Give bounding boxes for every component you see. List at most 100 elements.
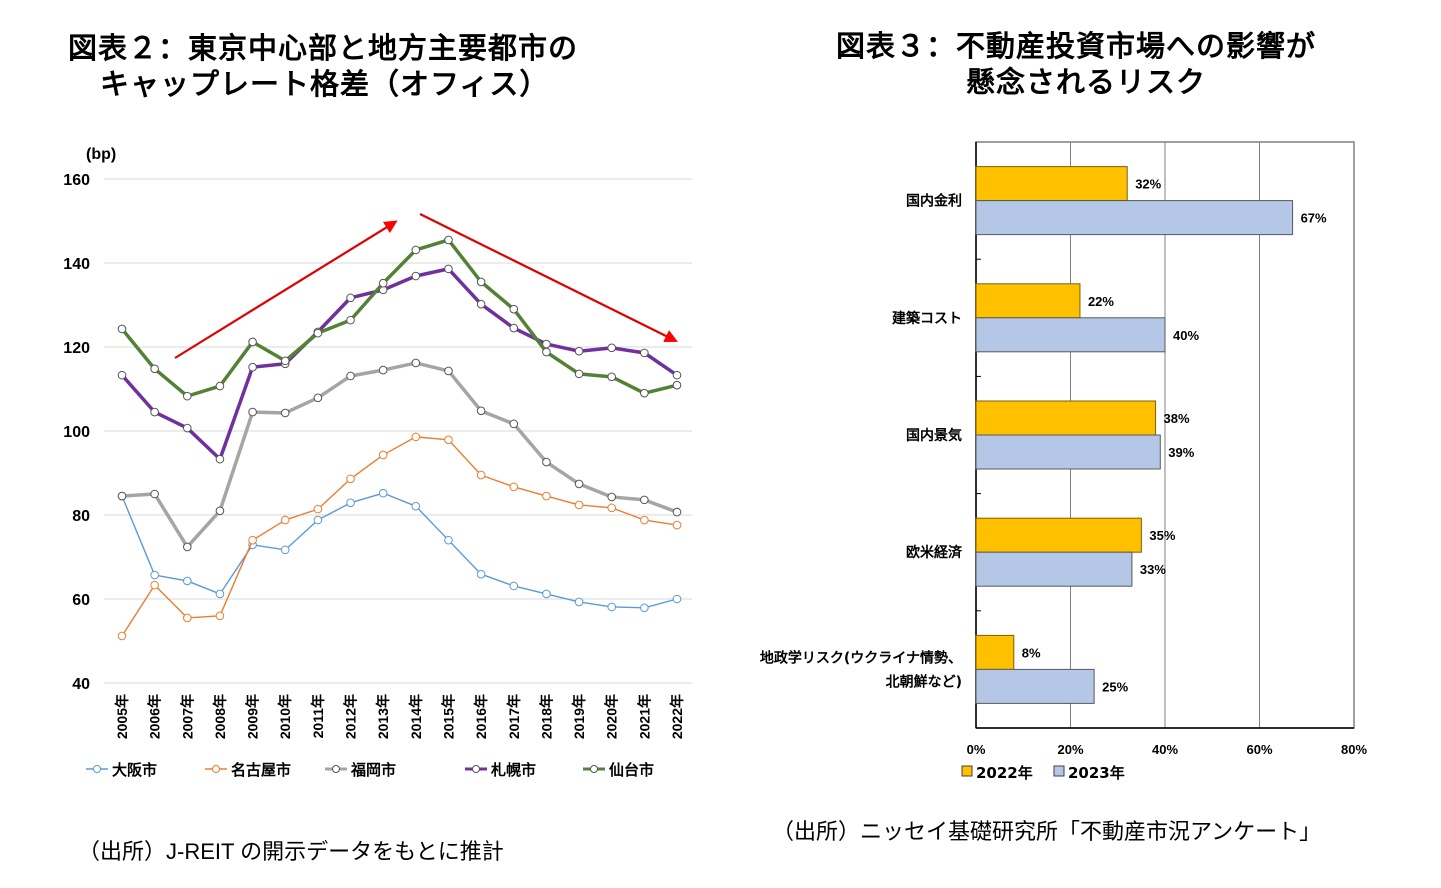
data-point: [182, 423, 192, 433]
data-point: [150, 407, 159, 417]
data-point: [411, 245, 421, 255]
data-point: [182, 576, 192, 586]
x-tick-label: 0%: [967, 742, 986, 757]
data-point: [672, 370, 682, 380]
legend-marker: [93, 765, 101, 773]
data-point: [640, 495, 649, 505]
series-line-仙台市: [120, 238, 678, 398]
legend-marker: [332, 765, 340, 773]
down-trend-arrow: [419, 213, 678, 342]
y-tick-label: 120: [63, 340, 90, 357]
legend-swatch: [961, 765, 973, 777]
data-point: [607, 492, 617, 502]
data-point: [640, 603, 649, 613]
data-point: [117, 491, 127, 501]
right-chart-title-line1: 図表３：不動産投資市場への影響が: [836, 29, 1317, 63]
bar-value-label: 38%: [1164, 411, 1190, 426]
bar-chart: 0% 20% 40% 60% 80% 32% 67% 国内金利 22% 40% 建築コスト 38% 39…: [760, 141, 1367, 782]
data-point: [182, 391, 192, 401]
legend-label: 福岡市: [350, 761, 396, 779]
data-point: [542, 589, 551, 599]
data-point: [444, 435, 453, 445]
x-tick-label: 2005年: [114, 694, 130, 739]
data-point: [378, 278, 388, 288]
legend-label: 2023年: [1068, 764, 1125, 782]
data-point: [607, 602, 617, 612]
data-point: [476, 277, 486, 287]
left-chart-source: （出所）J-REIT の開示データをもとに推計: [78, 839, 504, 864]
data-point: [248, 362, 257, 372]
bar-2023年: [975, 434, 1161, 470]
data-point: [672, 594, 682, 604]
legend-label: 名古屋市: [231, 761, 291, 779]
x-tick-label: 80%: [1341, 742, 1367, 757]
y-tick-label: 160: [63, 172, 90, 189]
x-tick-label: 2016年: [473, 694, 489, 739]
data-point: [607, 372, 617, 382]
data-point: [378, 365, 388, 375]
legend-label: 大阪市: [112, 761, 157, 779]
x-tick-label: 60%: [1246, 742, 1272, 757]
data-point: [672, 520, 682, 530]
data-point: [476, 299, 486, 309]
data-point: [411, 432, 421, 442]
bar-value-label: 32%: [1135, 177, 1161, 192]
x-tick-label: 2011年: [310, 694, 326, 738]
left-chart-title-line1: 図表２：東京中心部と地方主要都市の: [68, 31, 579, 65]
up-trend-arrow: [174, 220, 398, 359]
data-point: [117, 324, 127, 334]
data-point: [444, 235, 453, 245]
y-tick-label: 60: [72, 592, 90, 609]
x-tick-label: 2009年: [245, 694, 261, 739]
data-point: [378, 450, 388, 460]
data-point: [346, 498, 355, 508]
bar-value-label: 39%: [1168, 445, 1194, 460]
x-tick-label: 2017年: [506, 694, 522, 739]
bar-2022年: [975, 400, 1157, 436]
bar-2023年: [975, 551, 1133, 587]
x-tick-label: 2020年: [604, 694, 620, 739]
data-point: [476, 406, 486, 416]
data-point: [117, 370, 127, 380]
data-point: [672, 507, 682, 517]
legend-label: 仙台市: [609, 761, 654, 779]
data-point: [248, 407, 257, 417]
legend-label: 2022年: [976, 764, 1033, 782]
y-tick-label: 40: [72, 676, 90, 693]
category-label: 国内景気: [906, 427, 962, 444]
bar-value-label: 22%: [1088, 294, 1114, 309]
legend-marker: [472, 765, 480, 773]
x-tick-label: 20%: [1057, 742, 1083, 757]
bar-2022年: [975, 634, 1015, 670]
data-point: [313, 328, 323, 338]
data-point: [411, 358, 421, 368]
data-point: [150, 570, 159, 580]
category-label: 国内金利: [906, 193, 962, 210]
data-point: [346, 315, 355, 325]
x-tick-label: 2006年: [147, 694, 163, 739]
bar-2023年: [975, 200, 1294, 236]
bar-value-label: 67%: [1301, 211, 1327, 226]
data-point: [346, 474, 355, 484]
data-point: [444, 264, 453, 274]
x-tick-label: 2014年: [408, 694, 424, 739]
legend-marker: [590, 765, 598, 773]
right-chart-source: （出所）ニッセイ基礎研究所「不動産市況アンケート」: [772, 819, 1322, 844]
data-point: [574, 346, 584, 356]
data-point: [411, 501, 421, 511]
data-point: [346, 293, 355, 303]
series-line-大阪市: [121, 492, 678, 609]
x-tick-label: 2007年: [179, 694, 195, 739]
bar-2022年: [975, 283, 1081, 319]
data-point: [248, 535, 257, 545]
category-label: 建築コスト: [892, 310, 962, 327]
x-tick-label: 2015年: [440, 694, 456, 739]
data-point: [150, 364, 159, 374]
data-point: [509, 482, 519, 492]
data-point: [313, 504, 323, 514]
data-point: [607, 503, 617, 513]
bar-value-label: 40%: [1173, 328, 1199, 343]
data-point: [313, 515, 323, 525]
data-point: [542, 347, 551, 357]
legend-swatch: [1053, 765, 1065, 777]
